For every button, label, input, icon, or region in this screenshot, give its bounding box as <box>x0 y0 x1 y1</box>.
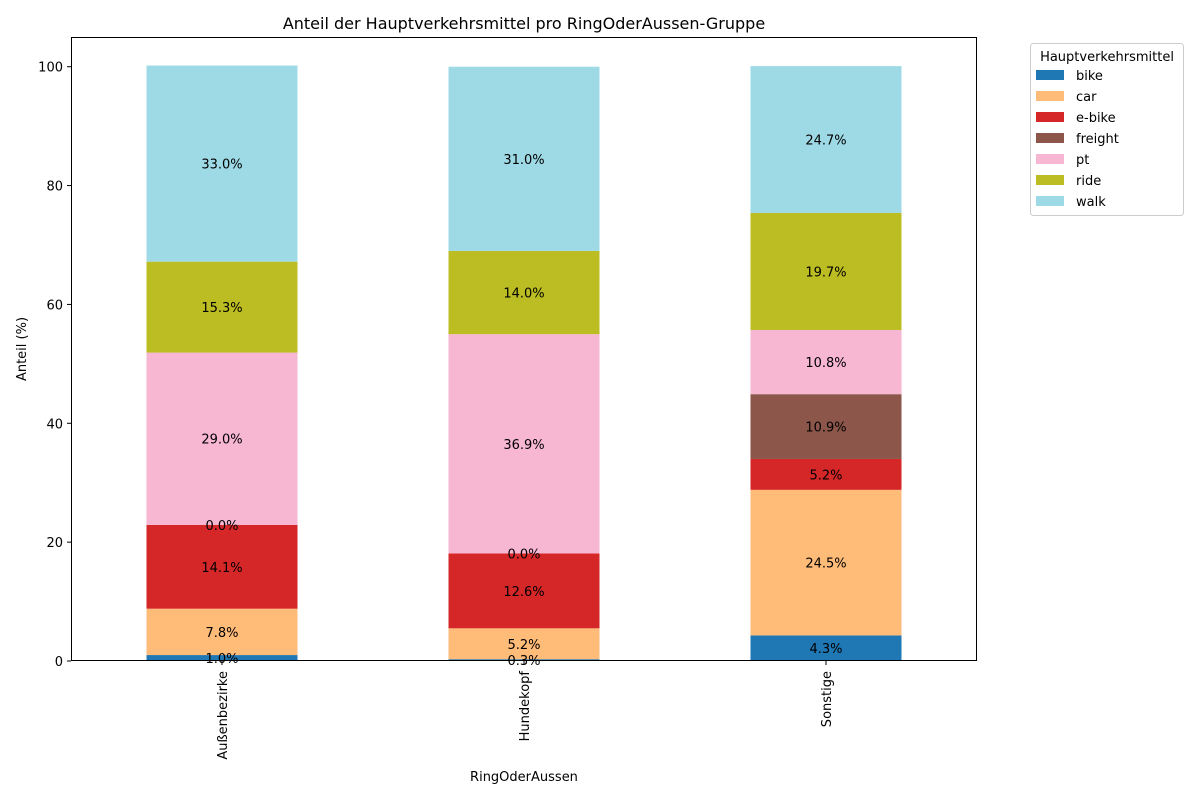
bar-segment-e-bike <box>750 458 902 490</box>
data-label-pt: 36.9% <box>503 438 544 453</box>
legend-frame <box>1030 43 1184 216</box>
data-label-walk: 24.7% <box>805 134 846 149</box>
data-label-e-bike: 14.1% <box>201 561 242 576</box>
data-label-pt: 10.8% <box>805 356 846 371</box>
legend-entry-bike: bike <box>1076 69 1103 84</box>
bar-segment-car <box>448 628 600 660</box>
bar-segment-freight <box>750 394 902 459</box>
legend-swatch-walk <box>1036 196 1064 206</box>
legend-swatch-ride <box>1036 175 1064 185</box>
x-axis-label: RingOderAussen <box>470 770 578 785</box>
data-label-car: 5.2% <box>507 638 540 653</box>
y-tick-label: 60 <box>46 298 63 313</box>
legend-title: Hauptverkehrsmittel <box>1040 50 1174 65</box>
data-label-walk: 31.0% <box>503 153 544 168</box>
bar-segment-pt <box>448 334 600 554</box>
legend-swatch-car <box>1036 91 1064 101</box>
legend-entry-freight: freight <box>1076 132 1119 147</box>
legend-entry-walk: walk <box>1076 195 1106 210</box>
bar-segment-e-bike <box>146 524 298 609</box>
data-label-car: 7.8% <box>205 626 238 641</box>
data-label-e-bike: 12.6% <box>503 585 544 600</box>
bar-segment-pt <box>146 352 298 525</box>
y-tick-label: 100 <box>38 61 63 76</box>
axes-frame <box>71 37 977 661</box>
y-tick-label: 40 <box>46 417 63 432</box>
bar-segment-ride <box>146 261 298 353</box>
legend-entry-e-bike: e-bike <box>1076 111 1116 126</box>
data-label-bike: 4.3% <box>809 642 842 657</box>
y-tick-label: 80 <box>46 180 63 195</box>
y-axis-label: Anteil (%) <box>15 317 30 381</box>
data-label-bike: 1.0% <box>205 652 238 667</box>
data-label-ride: 19.7% <box>805 265 846 280</box>
y-tick-label: 20 <box>46 536 63 551</box>
plot-area: 1.0%7.8%14.1%0.0%29.0%15.3%33.0%0.3%5.2%… <box>38 37 977 760</box>
data-label-freight: 10.9% <box>805 421 846 436</box>
x-tick-label: Sonstige <box>820 671 835 727</box>
legend-swatch-freight <box>1036 133 1064 143</box>
x-tick-label: Außenbezirke <box>216 671 231 760</box>
data-label-ride: 14.0% <box>503 287 544 302</box>
bar-segment-walk <box>750 66 902 213</box>
bar-segment-walk <box>448 66 600 251</box>
bar-segment-ride <box>448 250 600 335</box>
bar-segment-pt <box>750 329 902 395</box>
y-tick-label: 0 <box>55 655 63 670</box>
legend-entry-car: car <box>1076 90 1097 105</box>
legend-entry-pt: pt <box>1076 153 1089 168</box>
data-label-e-bike: 5.2% <box>809 468 842 483</box>
bar-segment-car <box>750 489 902 636</box>
legend-swatch-pt <box>1036 154 1064 164</box>
x-tick-label: Hundekopf <box>518 671 533 742</box>
data-label-walk: 33.0% <box>201 158 242 173</box>
data-label-ride: 15.3% <box>201 301 242 316</box>
bar-segment-bike <box>750 635 902 661</box>
data-label-pt: 29.0% <box>201 433 242 448</box>
chart-title: Anteil der Hauptverkehrsmittel pro RingO… <box>283 14 765 33</box>
bar-segment-car <box>146 608 298 656</box>
legend: Hauptverkehrsmittel bike car e-bike freight… <box>1030 43 1184 216</box>
legend-swatch-e-bike <box>1036 112 1064 122</box>
bar-segment-ride <box>750 212 902 330</box>
data-label-freight: 0.0% <box>507 547 540 562</box>
bar-segment-walk <box>146 65 298 262</box>
bar-segment-e-bike <box>448 553 600 629</box>
legend-swatch-bike <box>1036 70 1064 80</box>
bar-segment-bike <box>146 655 298 661</box>
data-label-car: 24.5% <box>805 557 846 572</box>
legend-entry-ride: ride <box>1076 174 1101 189</box>
data-label-freight: 0.0% <box>205 519 238 534</box>
